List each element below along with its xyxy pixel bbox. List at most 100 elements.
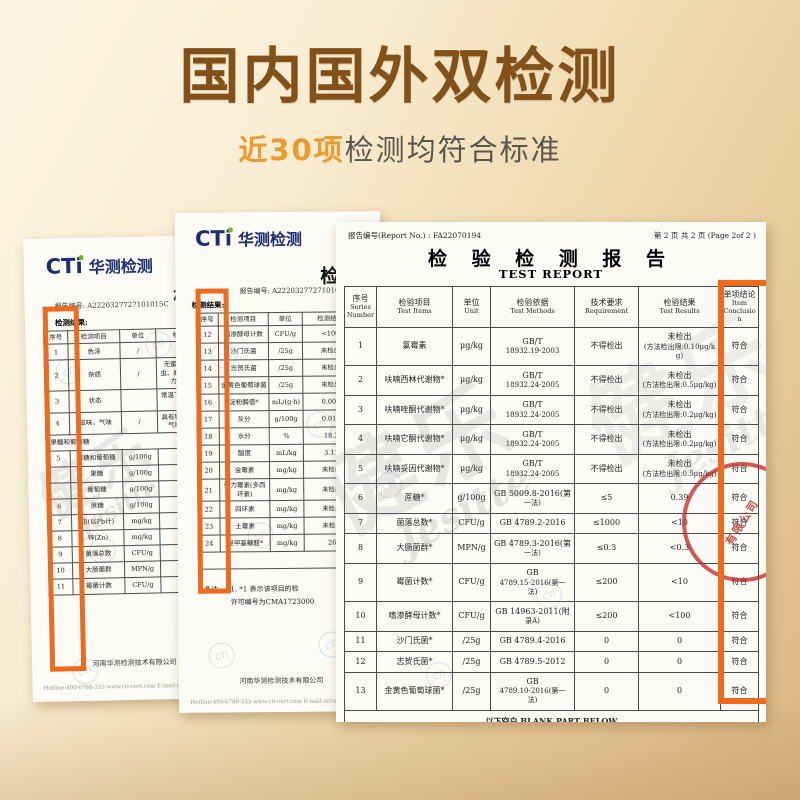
table-cell: 1 [344,326,377,367]
table-cell: 0 [574,651,639,673]
column-header: 单项结论 Item Conclusion [720,286,759,328]
table-cell: GB 14963-2011(附 录A) [490,601,575,632]
table-cell: /25g [268,359,303,378]
table-cell: μg/kg [452,424,491,455]
table-cell: MPN/g [124,560,161,578]
table-cell: 16 [196,394,220,412]
table-cell: 菌落总数 [72,545,125,563]
table-cell: 18 [197,428,220,446]
company-stamp-text: 有限公司 [723,496,762,548]
table-cell: CFU/g [268,325,303,344]
table-cell: 大肠菌群* [376,533,453,564]
column-header: 单位 Unit [452,286,491,328]
table-cell: g/100g [452,483,491,514]
table-cell: 霉菌计数 [72,577,126,595]
table-cell: 沙门氏菌* [376,630,453,653]
table-row: 12 嗜渗酵母计数 CFU/g <100 [196,325,359,344]
table-cell: 不得检出 [574,365,639,396]
table-row: 17 灰分 g/100g 0.010 [197,410,360,429]
table-cell: 8 [47,530,73,547]
table-cell: 23 [197,518,221,536]
table-cell: 8 [344,533,377,564]
column-header: 技术要求 Requirement [574,286,639,328]
table-cell: 符合 [720,326,759,367]
table-cell: ≤5 [574,483,639,514]
table-cell: 6 [344,483,377,514]
table-cell: mg/kg [269,517,305,535]
table-cell: 符合 [720,365,759,396]
table-cell: 志贺氏菌 [218,360,269,378]
table-cell: 蔗糖 [71,497,124,515]
table-cell: mg/kg [269,500,304,518]
table-cell: 12 [196,326,219,344]
table-cell: g/100g [122,464,159,482]
column-header: 检测项目 [218,312,269,327]
table-cell: 1 [43,344,69,361]
table-cell: 沙门氏菌 [218,343,269,361]
table-cell: 7 [47,514,72,531]
table-cell: 强力霉素(多西环素) [219,479,270,502]
table-cell: 氯霉素 [376,326,453,367]
table-cell: 不得检出 [574,424,639,455]
table-cell: GB 4789.5-2012 [490,651,575,673]
table-cell: 土霉素 [219,517,271,536]
table-row: 1 氯霉素 μg/kg GB/T 18932.19-2003 不得检出 未检出 (方法检出限:… [344,326,759,367]
table-cell: 锌(Zn) [71,529,125,547]
table-cell: 21 [197,479,220,502]
table-cell: GB 5009.8-2016(第 一法) [490,483,575,514]
table-cell: 不得检出 [574,453,639,485]
column-header: 序号 [43,330,68,345]
table-cell: 2 [344,365,377,396]
doc-title-en: TEST REPORT [498,267,604,281]
doc-title-cn: 检 验 检 测 报 告 [427,248,675,270]
table-cell: GB 4789.4-2016 [490,630,575,653]
table-row: 5 呋喃妥因代谢物* μg/kg GB/T 18932.24-2005 不得检出 未检出 (方… [344,453,759,485]
table-cell: 7 [344,512,377,535]
table-cell: GB 4789.2-2016 [490,512,575,535]
doc-header-row: 报告编号(Report No.) : FA22070194 第 2 页 共 2 … [348,230,756,241]
table-cell [120,388,158,412]
table-cell: / [121,410,158,434]
column-header: 检验依据 Test Methods [490,286,575,328]
table-cell: 符合 [720,601,759,632]
table-cell: 金霉素 [219,462,270,480]
table-cell: 不得检出 [574,326,639,367]
table-cell: 铅(以Pb计) [71,513,124,531]
table-cell: 杂质 [68,359,121,391]
table-cell: GB 4789.3-2016(第 一法) [490,533,575,564]
table-cell: 9 [344,562,377,603]
table-span-cell: 以下空白 BLANK PART BELOW [344,710,759,722]
table-cell: GB 4789.10-2016(第一 法) [490,671,575,712]
table-cell: / [120,358,157,390]
table-cell: 5 [344,453,377,485]
table-cell: 11 [48,578,74,595]
table-cell: 17 [197,411,220,429]
table-row: 4 呋喃它酮代谢物* μg/kg GB/T 18932.24-2005 不得检出 未检出 (方… [344,424,759,455]
table-cell: 11 [344,630,377,653]
table-cell: % [269,427,304,446]
table-cell: 符合 [720,671,759,712]
table-cell: /25g [452,651,491,673]
table-cell: 20 [197,462,220,480]
table-cell: 菌落总数* [376,512,453,535]
note-line: 许可编号为CMA1723000 [230,597,315,607]
table-row: 11 沙门氏菌*/25g GB 4789.4-2016 0 0 符合 [344,630,759,653]
table-cell: 12 [344,651,377,673]
table-cell: 15 [196,377,219,395]
table-cell: / [119,342,157,360]
remarks-note: 备注: 1. *1 表示该项目的检 许可编号为CMA1723000 [204,584,314,611]
column-header: 单位 [268,312,303,327]
table-cell [46,466,71,483]
table-cell: μg/kg [452,453,491,485]
table-row: 14 志贺氏菌/25g 未检出 [196,359,359,378]
table-cell: 金黄色葡萄球菌* [376,671,453,712]
subtitle-highlight: 近30项 [238,133,345,167]
table-cell: 志贺氏菌* [376,651,453,673]
table-cell: 酸度 [219,445,270,463]
cti-logo: CTi 华测检测 [195,226,302,250]
table-cell: 色泽 [67,343,121,361]
table-cell: mL/kg [269,444,304,463]
table-row: 12 志贺氏菌*/25g GB 4789.5-2012 0 0 符合 [344,651,759,673]
table-cell: g/100g [269,410,304,429]
table-cell: 3 [44,390,70,413]
